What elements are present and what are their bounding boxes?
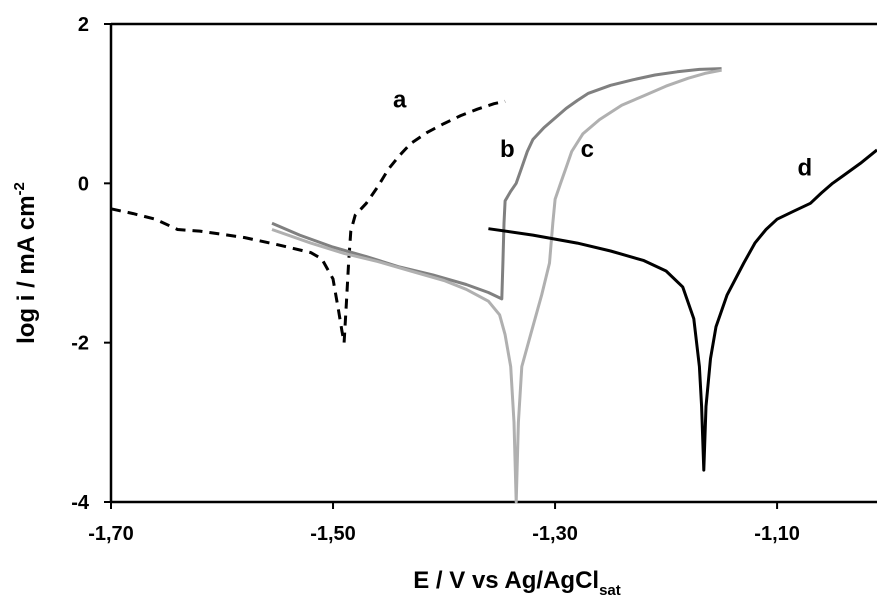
series xyxy=(110,67,877,504)
ticks: -1,70 -1,50 -1,30 -1,10 -4 -2 0 2 xyxy=(71,14,800,545)
x-tick-label: -1,50 xyxy=(310,523,356,545)
y-tick-label: 2 xyxy=(78,14,89,36)
series-d-line xyxy=(488,148,877,472)
x-axis-title-main: E / V vs Ag/AgCl xyxy=(413,567,599,594)
y-tick-label: -4 xyxy=(71,492,90,514)
y-tick-label: -2 xyxy=(71,333,89,355)
series-labels: a b c d xyxy=(393,87,812,182)
y-axis-title-main: log i / mA cm xyxy=(13,195,40,343)
x-tick-label: -1,10 xyxy=(754,523,800,545)
x-tick-label: -1,30 xyxy=(532,523,578,545)
series-b-label: b xyxy=(500,136,515,163)
series-a-line xyxy=(110,99,506,345)
axes xyxy=(109,22,877,504)
y-axis-title: log i / mA cm-2 xyxy=(11,182,40,344)
x-tick-label: -1,70 xyxy=(88,523,134,545)
y-axis-title-superscript: -2 xyxy=(11,182,28,195)
x-axis-title: E / V vs Ag/AgClsat xyxy=(413,567,621,599)
x-axis-title-subscript: sat xyxy=(599,582,621,599)
series-c-line xyxy=(271,68,722,504)
series-d-label: d xyxy=(798,154,813,181)
y-tick-label: 0 xyxy=(78,173,89,195)
series-c-label: c xyxy=(581,136,594,163)
series-a-label: a xyxy=(393,87,407,114)
series-b-line xyxy=(271,67,722,301)
